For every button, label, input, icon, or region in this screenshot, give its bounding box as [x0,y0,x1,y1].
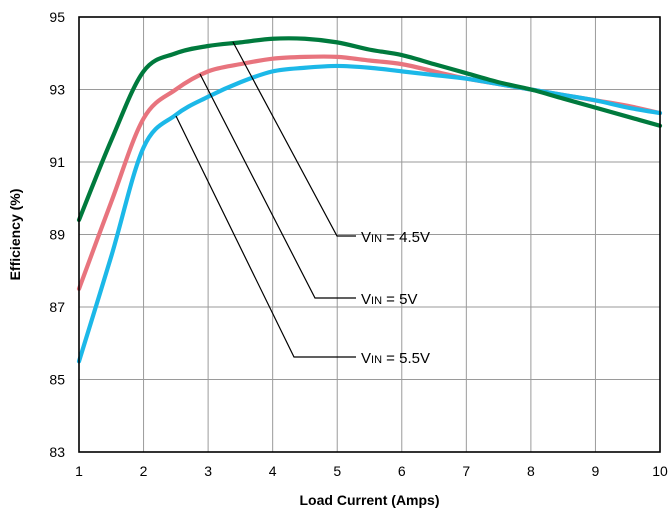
y-tick-label: 95 [49,9,65,25]
y-tick-label: 85 [49,372,65,388]
annotation-leader-2 [175,115,356,358]
plot-frame [78,16,661,453]
annotation-leader-1 [199,73,356,299]
annotation-leader-0 [232,41,356,237]
x-tick-labels: 1 2 3 4 5 6 7 8 9 10 [75,463,668,479]
series-label-0: VIN = 4.5V [361,229,430,246]
x-tick-label: 9 [592,463,600,479]
series-line-1 [76,54,663,291]
x-tick-label: 3 [204,463,212,479]
series-line-0 [76,36,663,223]
series-annotations: VIN = 4.5V VIN = 5V VIN = 5.5V [361,229,430,367]
x-tick-label: 4 [269,463,277,479]
y-tick-label: 93 [49,82,65,98]
x-tick-label: 1 [75,463,83,479]
annotation-leaders [175,41,356,358]
series-label-1: VIN = 5V [361,291,417,308]
x-tick-label: 7 [462,463,470,479]
x-tick-label: 2 [140,463,148,479]
y-tick-label: 87 [49,299,65,315]
series-line-2 [76,63,663,364]
y-tick-label: 83 [49,444,65,460]
x-tick-label: 6 [398,463,406,479]
x-axis-title: Load Current (Amps) [300,492,440,508]
y-tick-label: 91 [49,154,65,170]
y-tick-labels: 83 85 87 89 91 93 95 [49,9,65,460]
y-axis-title: Efficiency (%) [7,189,23,281]
series-lines [76,36,663,364]
x-tick-label: 8 [527,463,535,479]
x-tick-label: 10 [652,463,668,479]
series-label-2: VIN = 5.5V [361,350,430,367]
x-tick-label: 5 [333,463,341,479]
y-tick-label: 89 [49,227,65,243]
